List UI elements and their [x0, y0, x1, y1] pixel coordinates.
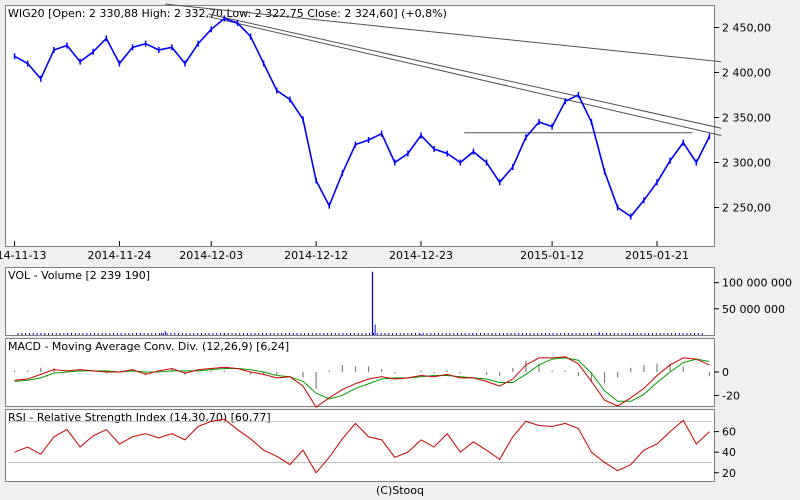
copyright-footer: (C)Stooq [375, 484, 424, 497]
price-y-tick-label-2: 2 350,00 [722, 112, 771, 125]
rsi-panel: RSI - Relative Strength Index (14,30,70)… [8, 411, 736, 480]
price-title: WIG20 [Open: 2 330,88 High: 2 332,70 Low… [8, 7, 447, 20]
macd-line [14, 356, 710, 408]
macd-y-tick-label-0: 0 [722, 366, 729, 379]
macd-y-tick-label-1: -20 [722, 389, 740, 402]
volume-panel: VOL - Volume [2 239 190] 50 000 000 100 00… [8, 269, 792, 335]
panel-frame-0 [5, 5, 715, 247]
rsi-line [14, 418, 710, 474]
x-tick-label-3: 2014-12-12 [284, 249, 348, 262]
macd-panel: MACD - Moving Average Conv. Div. (12,26,… [8, 340, 740, 408]
volume-title: VOL - Volume [2 239 190] [8, 269, 150, 282]
price-y-tick-label-4: 2 450,00 [722, 22, 771, 35]
rsi-y-tick-label-0: 20 [722, 467, 736, 480]
rsi-y-tick-label-2: 60 [722, 426, 736, 439]
x-tick-label-2: 2014-12-03 [179, 249, 243, 262]
price-series-0 [14, 17, 711, 218]
trendline-0 [165, 3, 722, 63]
x-tick-label-4: 2014-12-23 [389, 249, 453, 262]
trendline-2 [208, 16, 722, 136]
macd-signal-line [14, 357, 710, 402]
trendline-1 [208, 13, 722, 129]
price-y-tick-label-0: 2 250,00 [722, 202, 771, 215]
rsi-title: RSI - Relative Strength Index (14,30,70)… [8, 411, 271, 424]
x-tick-label-0: 2014-11-13 [0, 249, 47, 262]
panel-frame-1 [5, 267, 715, 336]
volume-y-tick-label-0: 50 000 000 [722, 303, 785, 316]
rsi-y-tick-label-1: 40 [722, 446, 736, 459]
x-tick-label-6: 2015-01-21 [625, 249, 689, 262]
macd-title: MACD - Moving Average Conv. Div. (12,26,… [8, 340, 289, 353]
price-y-tick-label-3: 2 400,00 [722, 67, 771, 80]
panel-frame-2 [5, 338, 715, 407]
price-panel: WIG20 [Open: 2 330,88 High: 2 332,70 Low… [0, 3, 771, 262]
x-tick-label-1: 2014-11-24 [87, 249, 151, 262]
x-tick-label-5: 2015-01-12 [520, 249, 584, 262]
volume-y-tick-label-1: 100 000 000 [722, 277, 792, 290]
panel-frames [5, 5, 715, 482]
price-y-tick-label-1: 2 300,00 [722, 157, 771, 170]
